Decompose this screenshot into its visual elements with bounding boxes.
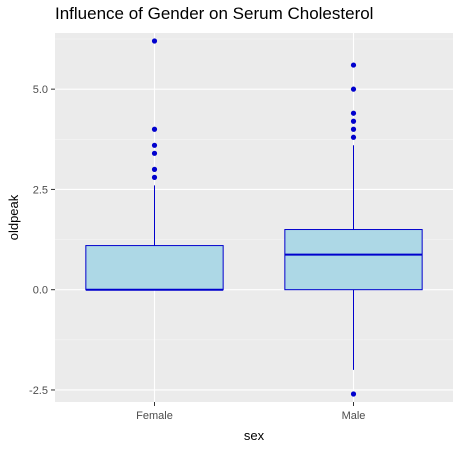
chart-title: Influence of Gender on Serum Cholesterol [55,4,374,23]
outlier-point [151,174,158,180]
x-tick-label: Male [342,410,366,422]
outlier-point [350,118,357,124]
plot-panel [55,33,453,402]
outlier-point [151,150,158,156]
box-iqr [85,245,224,291]
x-tick-label: Female [136,410,173,422]
box-iqr [284,229,423,291]
outlier-point [350,110,357,116]
y-tick-label: -2.5 [29,385,48,397]
y-tick-label: 2.5 [33,184,48,196]
outlier-point [151,38,158,44]
outlier-point [350,134,357,140]
outlier-point [151,166,158,172]
y-tick-label: 0.0 [33,285,48,297]
outlier-point [151,142,158,148]
outlier-point [350,86,357,92]
outlier-point [350,126,357,132]
x-axis-title: sex [244,428,265,443]
outlier-point [350,62,357,68]
y-axis-title: oldpeak [6,194,21,240]
outlier-point [151,126,158,132]
outlier-point [350,391,357,397]
y-tick-label: 5.0 [33,84,48,96]
